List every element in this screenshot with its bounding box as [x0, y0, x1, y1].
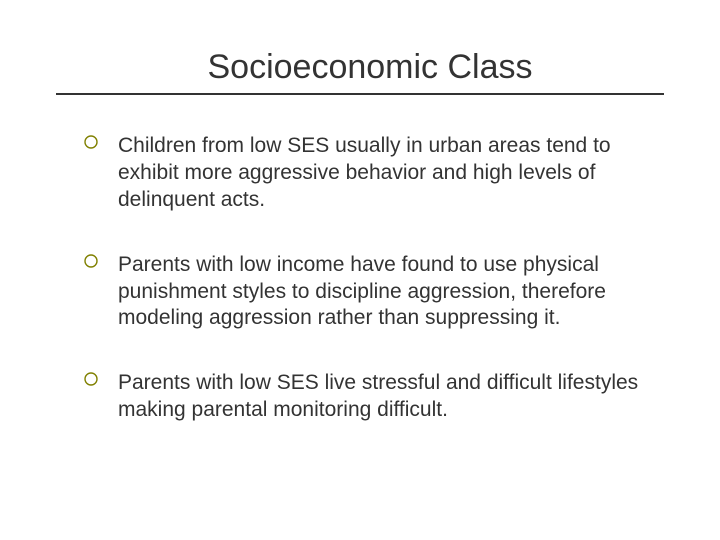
bullet-list: Children from low SES usually in urban a… [56, 133, 664, 424]
bullet-icon [84, 372, 98, 386]
bullet-text: Parents with low income have found to us… [118, 253, 606, 330]
bullet-text: Parents with low SES live stressful and … [118, 371, 638, 421]
bullet-text: Children from low SES usually in urban a… [118, 134, 611, 211]
slide: Socioeconomic Class Children from low SE… [0, 0, 720, 540]
bullet-icon [84, 254, 98, 268]
list-item: Parents with low SES live stressful and … [84, 370, 654, 424]
title-underline [56, 93, 664, 95]
list-item: Children from low SES usually in urban a… [84, 133, 654, 214]
bullet-icon [84, 135, 98, 149]
list-item: Parents with low income have found to us… [84, 252, 654, 333]
slide-title: Socioeconomic Class [116, 48, 624, 93]
